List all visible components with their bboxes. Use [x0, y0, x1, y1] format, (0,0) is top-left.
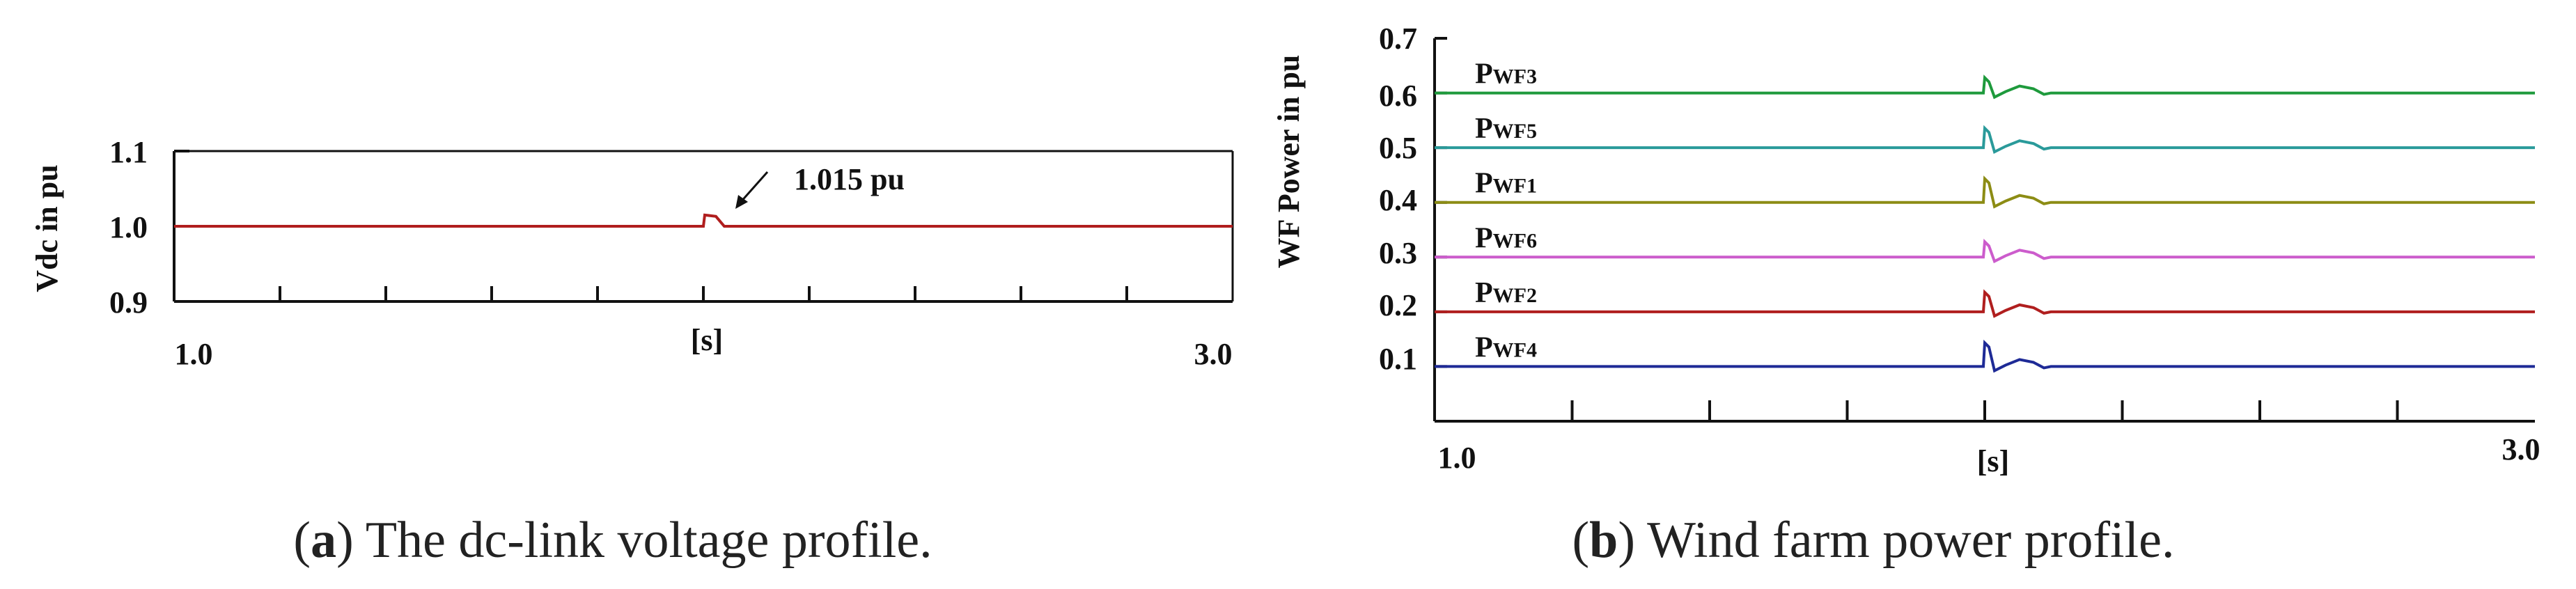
panel-a-ylabel: Vdc in pu: [30, 164, 64, 292]
panel-b-legend-label-wf6: PWF6: [1475, 222, 1537, 254]
panel-a-y-tick-label: 1.1: [109, 135, 148, 169]
panel-a-x-tick-label-start: 1.0: [175, 337, 213, 371]
panel-b-ylabel: WF Power in pu: [1272, 55, 1306, 269]
panel-a-annotation-label: 1.015 pu: [794, 162, 905, 196]
caption-b-letter: b: [1589, 512, 1618, 569]
panel-b-series-wf6: [1435, 238, 2535, 264]
panel-b-legend-label-wf5: PWF5: [1475, 113, 1537, 145]
panel-a-annotation-arrow: [738, 171, 769, 204]
panel-b-legend-label-wf2: PWF2: [1475, 277, 1537, 309]
panel-b-x-tick-label-start: 1.0: [1438, 441, 1476, 475]
panel-b-series-wf4: [1435, 339, 2535, 373]
panel-a-annotation-arrowhead: [735, 195, 748, 209]
panel-b-legend-label-wf4: PWF4: [1475, 331, 1537, 363]
panel-b-series-wf1: [1435, 175, 2535, 209]
panel-b-series-wf3: [1435, 74, 2535, 100]
panel-a-x-tick-label-end: 3.0: [1194, 337, 1233, 371]
panel-a-y-tick-label: 1.0: [109, 210, 148, 244]
caption-a: (a) The dc-link voltage profile.: [293, 512, 932, 569]
panel-b-x-tick-label-end: 3.0: [2502, 432, 2540, 466]
caption-a-letter: a: [311, 512, 336, 569]
panel-b-series-wf2: [1435, 289, 2535, 318]
panel-b-y-tick-label: 0.3: [1379, 236, 1417, 270]
panel-a-y-tick-label: 0.9: [109, 285, 148, 320]
panel-a-xlabel: [s]: [691, 323, 723, 357]
panel-b-y-tick-label: 0.6: [1379, 79, 1417, 113]
panel-b-series-wf5: [1435, 125, 2535, 155]
panel-b-y-tick-label: 0.7: [1379, 22, 1417, 56]
panel-b-y-tick-label: 0.2: [1379, 288, 1417, 322]
caption-b: (b) Wind farm power profile.: [1572, 512, 2175, 569]
panel-b-legend-label-wf1: PWF1: [1475, 168, 1537, 200]
panel-b-xlabel: [s]: [1977, 444, 2009, 478]
caption-a-text: The dc-link voltage profile.: [354, 512, 932, 569]
panel-b-legend-label-wf3: PWF3: [1475, 58, 1537, 91]
panel-a-series-vdc: [174, 213, 1233, 228]
panel-b-y-tick-label: 0.4: [1379, 183, 1417, 217]
caption-b-text: Wind farm power profile.: [1635, 512, 2174, 569]
panel-b-y-tick-label: 0.5: [1379, 131, 1417, 165]
panel-a-chart: 1.015 pu Vdc in pu [s] 1.0 3.0 1.1 1.0 0…: [30, 135, 1234, 371]
panel-b-y-tick-label: 0.1: [1379, 342, 1417, 376]
